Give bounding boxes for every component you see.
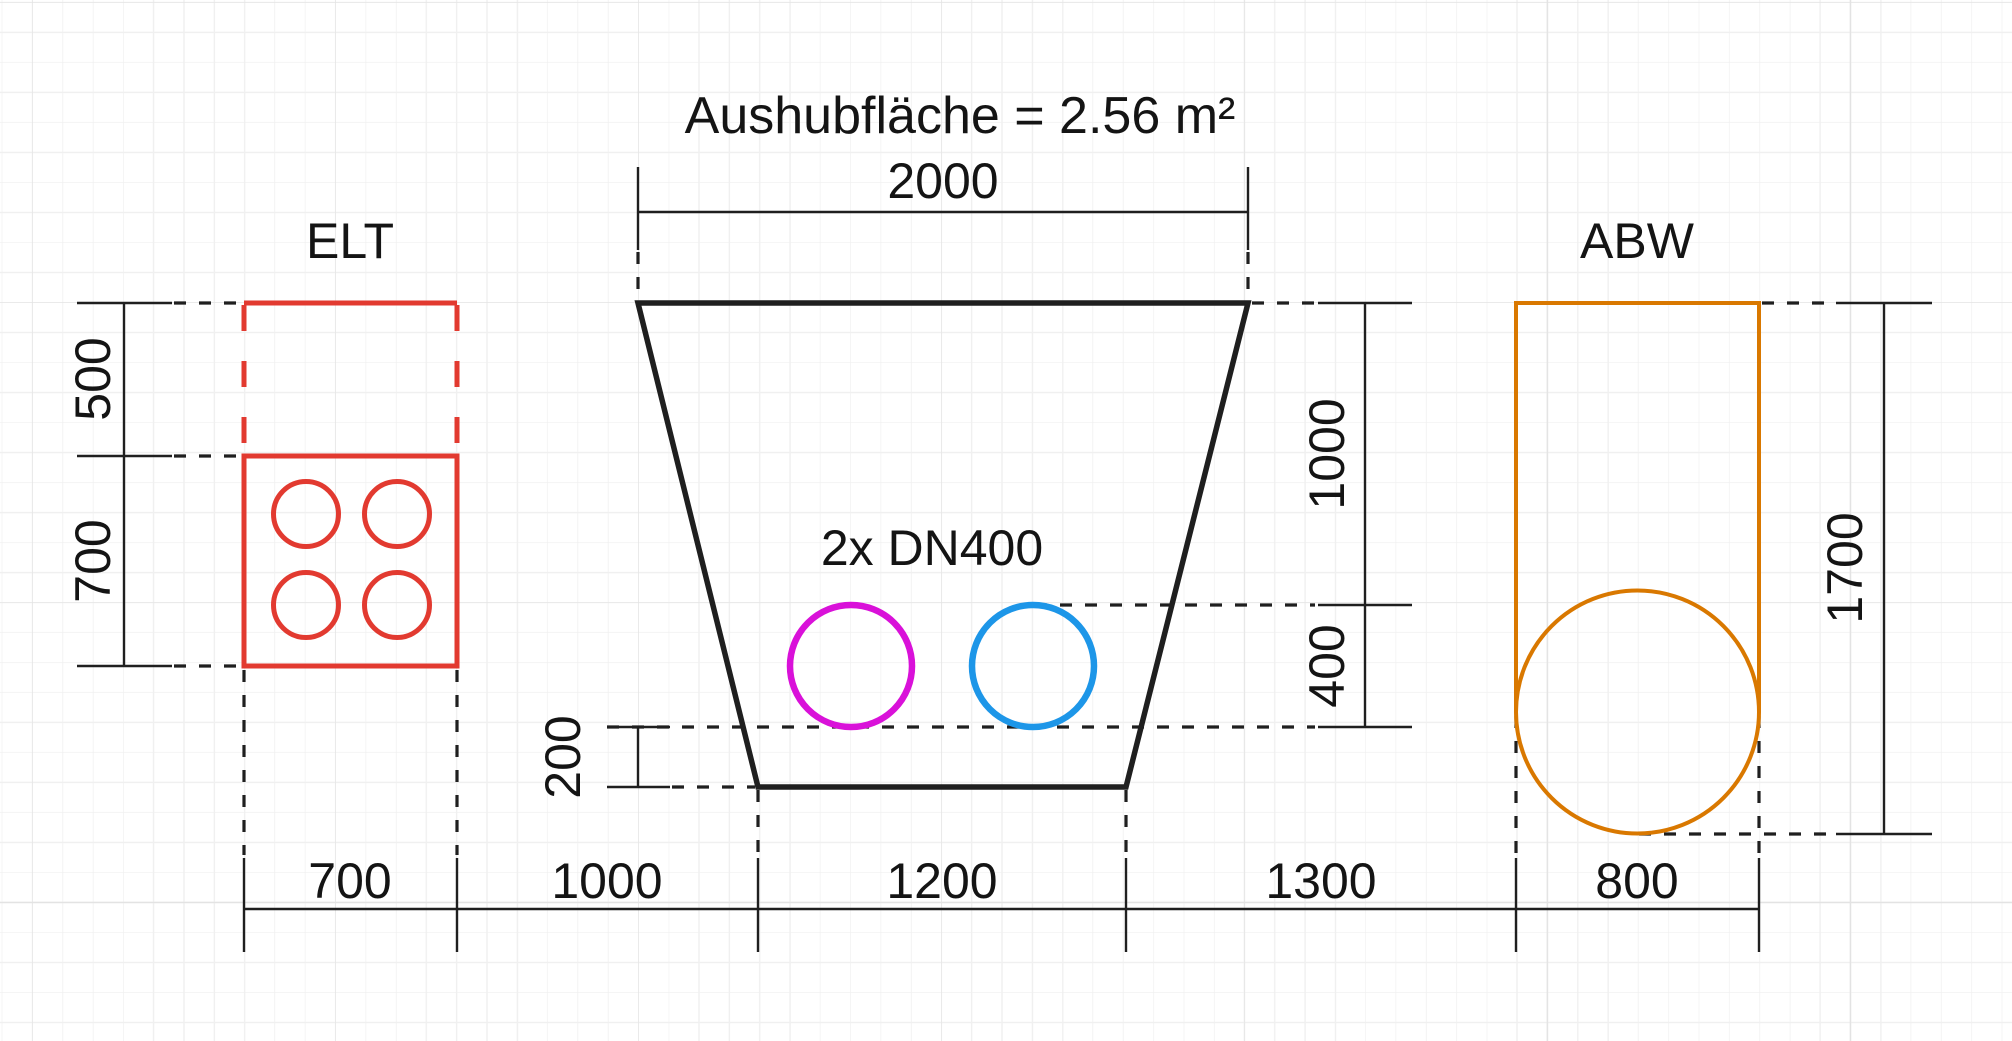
abw-shaft-outline [1514, 301, 1761, 712]
diagram-title: Aushubfläche = 2.56 m² [685, 87, 1236, 145]
dim-value-elt-cover: 500 [65, 337, 121, 420]
abw-label: ABW [1580, 213, 1695, 269]
dim-value-depth-to-pipe: 1000 [1299, 398, 1355, 509]
abw-shaft [1514, 301, 1761, 836]
elt-duct-circle [271, 570, 341, 640]
elt-duct-circle [362, 570, 432, 640]
dim-value-bedding: 200 [535, 715, 591, 798]
dn400-pipe-magenta [786, 601, 916, 731]
dimension-bedding [607, 725, 670, 789]
pipes-label: 2x DN400 [821, 520, 1043, 576]
dim-value-abw-depth: 1700 [1817, 512, 1873, 623]
dim-value-top-width: 2000 [887, 153, 998, 209]
extension-lines [174, 252, 1833, 855]
dimension-elt-depths [77, 301, 172, 668]
dimension-trench-depths [1318, 301, 1412, 729]
dim-value-chain-800: 800 [1595, 853, 1678, 909]
elt-label: ELT [306, 213, 394, 269]
dn400-pipe-blue [968, 601, 1098, 731]
dim-value-elt-block: 700 [65, 519, 121, 602]
dim-value-pipe-zone: 400 [1299, 624, 1355, 707]
dim-value-chain-700: 700 [308, 853, 391, 909]
elt-duct-circle [271, 479, 341, 549]
elt-block-outline [241, 453, 460, 669]
dim-value-chain-1200: 1200 [886, 853, 997, 909]
abw-pipe-circle [1514, 588, 1761, 836]
dimension-bottom-chain [242, 858, 1761, 952]
elt-duct-circle [362, 479, 432, 549]
dim-value-chain-1300: 1300 [1265, 853, 1376, 909]
dimension-abw-depth [1836, 301, 1932, 836]
elt-duct-block [241, 300, 460, 669]
dimension-top-width [636, 167, 1250, 250]
trench-trapezoid-outline [634, 300, 1252, 790]
dim-value-chain-1000: 1000 [551, 853, 662, 909]
